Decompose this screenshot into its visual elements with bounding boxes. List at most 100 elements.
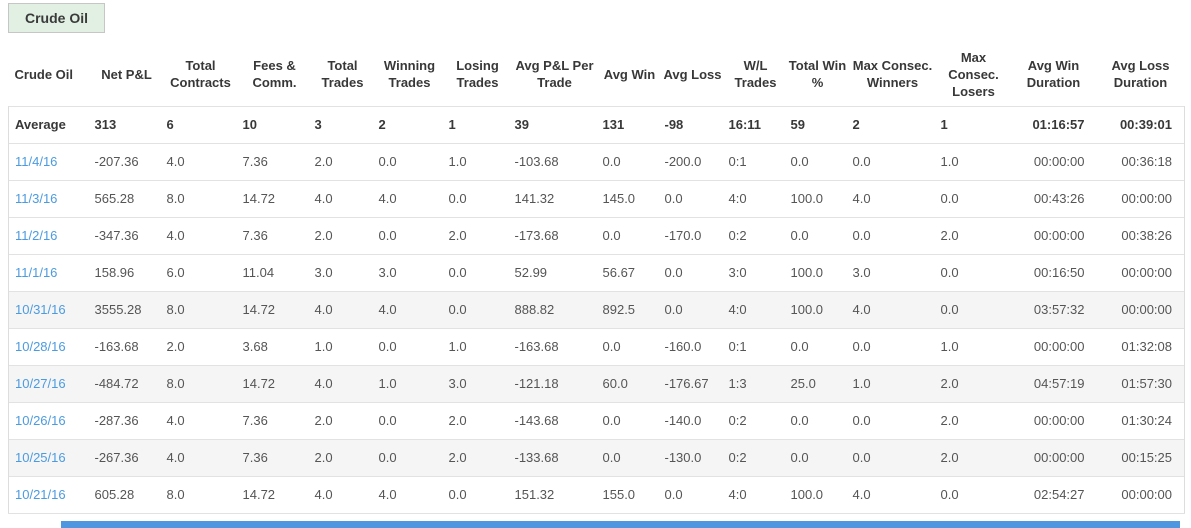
value-cell: 1:3 (724, 364, 787, 403)
value-cell: 0.0 (598, 401, 661, 440)
table-row: 10/21/16 605.28 8.0 14.72 4.0 4.0 0.0 151.32 155… (8, 475, 1185, 514)
value-cell: 3.68 (238, 327, 311, 366)
average-row: Average 313 6 10 3 2 1 39 131 -98 16:11 59 2 1 01:16:5… (8, 105, 1185, 144)
value-cell: 0.0 (598, 327, 661, 366)
date-link[interactable]: 10/25/16 (15, 450, 66, 466)
value-cell: 145.0 (598, 179, 661, 218)
date-cell: 11/3/16 (8, 179, 91, 218)
table-row: 11/3/16 565.28 8.0 14.72 4.0 4.0 0.0 141.32 145.… (8, 179, 1185, 218)
value-cell: 4.0 (310, 179, 375, 218)
value-cell: 2.0 (444, 216, 511, 255)
value-cell: -176.67 (660, 364, 725, 403)
column-header-4: Total Trades (321, 58, 364, 91)
date-link[interactable]: 11/4/16 (15, 154, 58, 170)
value-cell: 1.0 (310, 327, 375, 366)
value-cell: -133.68 (510, 438, 599, 477)
value-cell: 0.0 (444, 475, 511, 514)
value-cell: 0.0 (786, 401, 849, 440)
value-cell: -347.36 (90, 216, 163, 255)
value-cell: 4.0 (162, 142, 239, 181)
value-cell: 1.0 (936, 327, 1011, 366)
value-cell: 3.0 (848, 253, 937, 292)
value-cell: 0.0 (848, 216, 937, 255)
value-cell: 8.0 (162, 290, 239, 329)
value-cell: -484.72 (90, 364, 163, 403)
column-header-13: Max Consec. Losers (948, 50, 999, 99)
value-cell: 4:0 (724, 475, 787, 514)
date-link[interactable]: 10/31/16 (15, 302, 66, 318)
value-cell: 0.0 (936, 179, 1011, 218)
date-link[interactable]: 10/21/16 (15, 487, 66, 503)
value-cell: 4.0 (310, 364, 375, 403)
date-link[interactable]: 10/28/16 (15, 339, 66, 355)
average-cell: 6 (162, 105, 239, 144)
date-cell: 11/4/16 (8, 142, 91, 181)
value-cell: 7.36 (238, 142, 311, 181)
value-cell: 0.0 (444, 179, 511, 218)
value-cell: 00:00:00 (1096, 179, 1185, 218)
date-cell: 10/26/16 (8, 401, 91, 440)
value-cell: 03:57:32 (1010, 290, 1097, 329)
table-row: 10/26/16 -287.36 4.0 7.36 2.0 0.0 2.0 -143.68 0.… (8, 401, 1185, 440)
value-cell: -200.0 (660, 142, 725, 181)
value-cell: -163.68 (510, 327, 599, 366)
value-cell: 4.0 (162, 401, 239, 440)
average-cell: 1 (444, 105, 511, 144)
column-header-15: Avg Loss Duration (1111, 58, 1170, 91)
date-cell: 10/31/16 (8, 290, 91, 329)
column-header-2: Total Contracts (170, 58, 231, 91)
value-cell: 0.0 (936, 253, 1011, 292)
value-cell: 0.0 (660, 290, 725, 329)
average-cell: -98 (660, 105, 725, 144)
value-cell: 00:00:00 (1096, 253, 1185, 292)
value-cell: 0.0 (660, 253, 725, 292)
value-cell: 60.0 (598, 364, 661, 403)
value-cell: -173.68 (510, 216, 599, 255)
average-label: Average (8, 105, 91, 144)
value-cell: 0.0 (786, 438, 849, 477)
value-cell: 0.0 (848, 327, 937, 366)
value-cell: -130.0 (660, 438, 725, 477)
value-cell: 0.0 (848, 401, 937, 440)
value-cell: 1.0 (374, 364, 445, 403)
date-link[interactable]: 11/2/16 (15, 228, 58, 244)
tab-crude-oil[interactable]: Crude Oil (8, 3, 106, 33)
date-rows: 11/4/16 -207.36 4.0 7.36 2.0 0.0 1.0 -103.68 0.0… (8, 142, 1185, 514)
date-link[interactable]: 10/27/16 (15, 376, 66, 392)
table-row: 11/2/16 -347.36 4.0 7.36 2.0 0.0 2.0 -173.68 0.0… (8, 216, 1185, 255)
value-cell: -103.68 (510, 142, 599, 181)
column-header-11: Total Win % (788, 58, 847, 91)
average-cell: 01:16:57 (1010, 105, 1097, 144)
average-cell: 00:39:01 (1096, 105, 1185, 144)
value-cell: 4.0 (374, 475, 445, 514)
value-cell: 0.0 (444, 290, 511, 329)
value-cell: 0.0 (936, 290, 1011, 329)
value-cell: 00:38:26 (1096, 216, 1185, 255)
average-cell: 313 (90, 105, 163, 144)
value-cell: 3.0 (310, 253, 375, 292)
value-cell: 14.72 (238, 475, 311, 514)
value-cell: 0.0 (848, 142, 937, 181)
table-row: 10/28/16 -163.68 2.0 3.68 1.0 0.0 1.0 -163.68 0.… (8, 327, 1185, 366)
average-cell: 39 (510, 105, 599, 144)
value-cell: 8.0 (162, 179, 239, 218)
date-cell: 11/1/16 (8, 253, 91, 292)
date-link[interactable]: 10/26/16 (15, 413, 66, 429)
date-link[interactable]: 11/1/16 (15, 265, 58, 281)
value-cell: 888.82 (510, 290, 599, 329)
value-cell: 0.0 (786, 216, 849, 255)
table-row: 10/31/16 3555.28 8.0 14.72 4.0 4.0 0.0 888.82 89… (8, 290, 1185, 329)
value-cell: 2.0 (936, 364, 1011, 403)
partially-visible-selected-row[interactable] (61, 521, 1180, 528)
table-row: 10/25/16 -267.36 4.0 7.36 2.0 0.0 2.0 -133.68 0.… (8, 438, 1185, 477)
value-cell: 158.96 (90, 253, 163, 292)
value-cell: 100.0 (786, 475, 849, 514)
value-cell: 100.0 (786, 253, 849, 292)
value-cell: 8.0 (162, 364, 239, 403)
date-link[interactable]: 11/3/16 (15, 191, 58, 207)
value-cell: 2.0 (936, 401, 1011, 440)
table-row: 10/27/16 -484.72 8.0 14.72 4.0 1.0 3.0 -121.18 6… (8, 364, 1185, 403)
value-cell: 2.0 (162, 327, 239, 366)
value-cell: 00:00:00 (1010, 142, 1097, 181)
average-cell: 10 (238, 105, 311, 144)
